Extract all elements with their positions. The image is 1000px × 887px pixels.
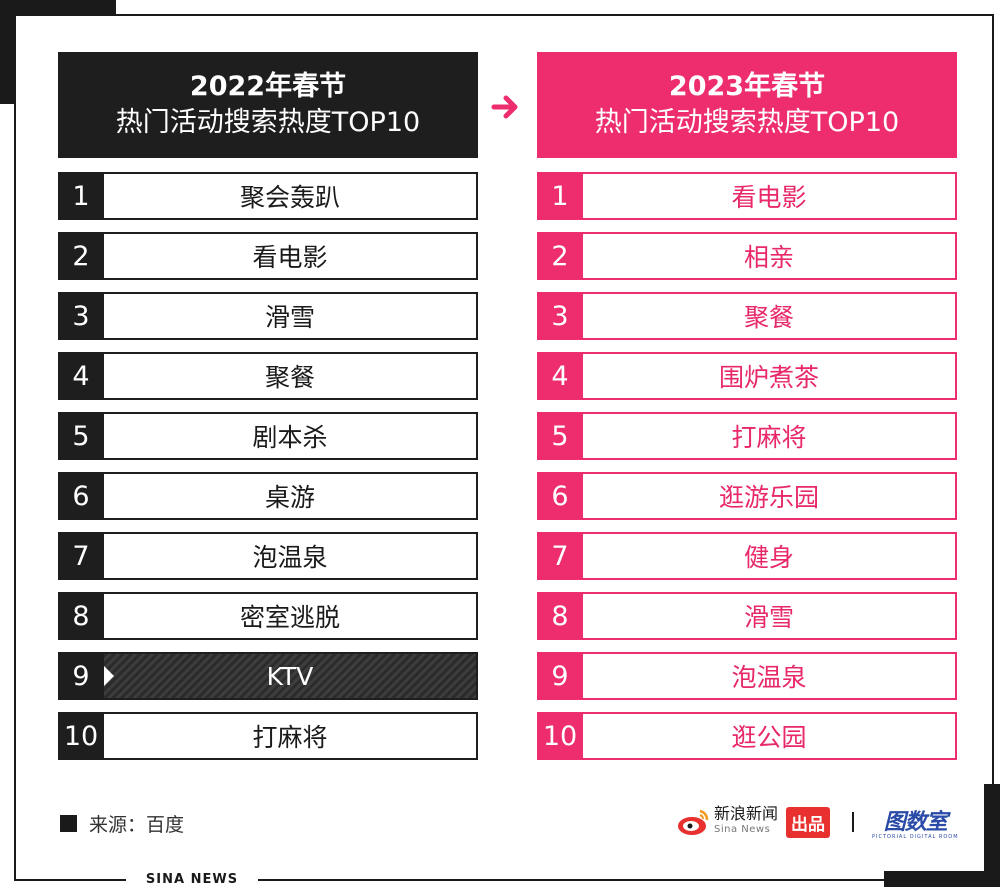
list-item: 10 打麻将 (58, 712, 478, 760)
rank-number: 6 (537, 472, 595, 520)
ranking-2022-subtitle: 热门活动搜索热度TOP10 (115, 107, 421, 138)
frame-line (992, 14, 994, 880)
rank-number: 5 (58, 412, 116, 460)
list-item: 5 打麻将 (537, 412, 957, 460)
ranking-2022: 2022年春节 热门活动搜索热度TOP10 1 聚会轰趴 2 看电影 3 滑雪 4 聚餐 5 剧本… (58, 52, 478, 760)
divider (852, 812, 855, 832)
activity-label: 围炉煮茶 (583, 352, 957, 400)
rank-number: 4 (537, 352, 595, 400)
activity-label: 看电影 (583, 172, 957, 220)
rank-number: 2 (58, 232, 116, 280)
brand-tag: 出品 (786, 806, 831, 838)
list-item: 1 聚会轰趴 (58, 172, 478, 220)
frame-line (14, 14, 16, 880)
rank-number: 1 (58, 172, 116, 220)
activity-label: 聚餐 (104, 352, 478, 400)
frame-brand-label: SINA NEWS (145, 872, 239, 887)
rank-number: 2 (537, 232, 595, 280)
activity-label: 滑雪 (104, 292, 478, 340)
brand-name-en: Sina News (714, 824, 771, 835)
ranking-2022-title: 2022年春节 (189, 71, 347, 102)
brand-name-cn: 新浪新闻 (714, 804, 779, 823)
list-item: 4 围炉煮茶 (537, 352, 957, 400)
list-item: 3 滑雪 (58, 292, 478, 340)
source-text: 来源：百度 (89, 814, 185, 836)
activity-label: 打麻将 (583, 412, 957, 460)
list-item: 6 桌游 (58, 472, 478, 520)
frame-corner (884, 871, 1000, 887)
rank-number: 7 (537, 532, 595, 580)
activity-label: 泡温泉 (583, 652, 957, 700)
rank-number: 4 (58, 352, 116, 400)
list-item: 7 健身 (537, 532, 957, 580)
list-item: 8 密室逃脱 (58, 592, 478, 640)
list-item: 4 聚餐 (58, 352, 478, 400)
rank-number: 3 (58, 292, 116, 340)
rank-number: 9 (58, 652, 116, 700)
activity-label: 相亲 (583, 232, 957, 280)
activity-label: 打麻将 (104, 712, 478, 760)
rank-number: 5 (537, 412, 595, 460)
frame-line (108, 14, 994, 16)
list-item: 9 KTV (58, 652, 478, 700)
list-item: 6 逛游乐园 (537, 472, 957, 520)
frame-corner (0, 0, 116, 16)
ranking-2023: 2023年春节 热门活动搜索热度TOP10 1 看电影 2 相亲 3 聚餐 4 围炉煮茶 5 打麻… (537, 52, 957, 760)
frame-corner (984, 784, 1000, 887)
list-item: 7 泡温泉 (58, 532, 478, 580)
partner-name: 图数室 (883, 810, 948, 835)
activity-label: 逛游乐园 (583, 472, 957, 520)
partner-logo: 图数室 PICTORIAL DIGITAL ROOM (872, 804, 959, 840)
activity-label: 泡温泉 (104, 532, 478, 580)
activity-label: 看电影 (104, 232, 478, 280)
partner-subtitle: PICTORIAL DIGITAL ROOM (872, 834, 959, 840)
rank-number: 7 (58, 532, 116, 580)
list-item: 8 滑雪 (537, 592, 957, 640)
ranking-2022-header: 2022年春节 热门活动搜索热度TOP10 (58, 52, 478, 158)
square-bullet-icon (60, 815, 77, 832)
rank-number: 8 (537, 592, 595, 640)
rank-number: 8 (58, 592, 116, 640)
frame-line (14, 879, 126, 881)
rank-number: 10 (58, 712, 116, 760)
activity-label: 聚餐 (583, 292, 957, 340)
frame-line (258, 879, 994, 881)
activity-label: 密室逃脱 (104, 592, 478, 640)
ranking-2023-title: 2023年春节 (668, 71, 826, 102)
activity-label: 剧本杀 (104, 412, 478, 460)
list-item: 2 看电影 (58, 232, 478, 280)
activity-label: 健身 (583, 532, 957, 580)
brand-name: 新浪新闻 Sina News (714, 806, 778, 838)
ranking-2023-subtitle: 热门活动搜索热度TOP10 (594, 107, 900, 138)
activity-label: 桌游 (104, 472, 478, 520)
activity-label: 聚会轰趴 (104, 172, 478, 220)
rank-number: 3 (537, 292, 595, 340)
list-item: 5 剧本杀 (58, 412, 478, 460)
activity-label: 滑雪 (583, 592, 957, 640)
list-item: 3 聚餐 (537, 292, 957, 340)
list-item: 9 泡温泉 (537, 652, 957, 700)
source-note: 来源：百度 (60, 810, 184, 837)
rank-number: 6 (58, 472, 116, 520)
list-item: 10 逛公园 (537, 712, 957, 760)
list-item: 1 看电影 (537, 172, 957, 220)
rank-number: 9 (537, 652, 595, 700)
list-item: 2 相亲 (537, 232, 957, 280)
activity-label: 逛公园 (583, 712, 957, 760)
sina-logo-icon (678, 809, 709, 835)
rank-number: 10 (537, 712, 595, 760)
activity-label: KTV (104, 652, 478, 700)
ranking-2023-header: 2023年春节 热门活动搜索热度TOP10 (537, 52, 957, 158)
brand-footer: 新浪新闻 Sina News 出品 图数室 PICTORIAL DIGITAL … (676, 800, 959, 844)
rank-number: 1 (537, 172, 595, 220)
frame-corner (0, 0, 16, 104)
arrow-right-icon (491, 95, 518, 119)
